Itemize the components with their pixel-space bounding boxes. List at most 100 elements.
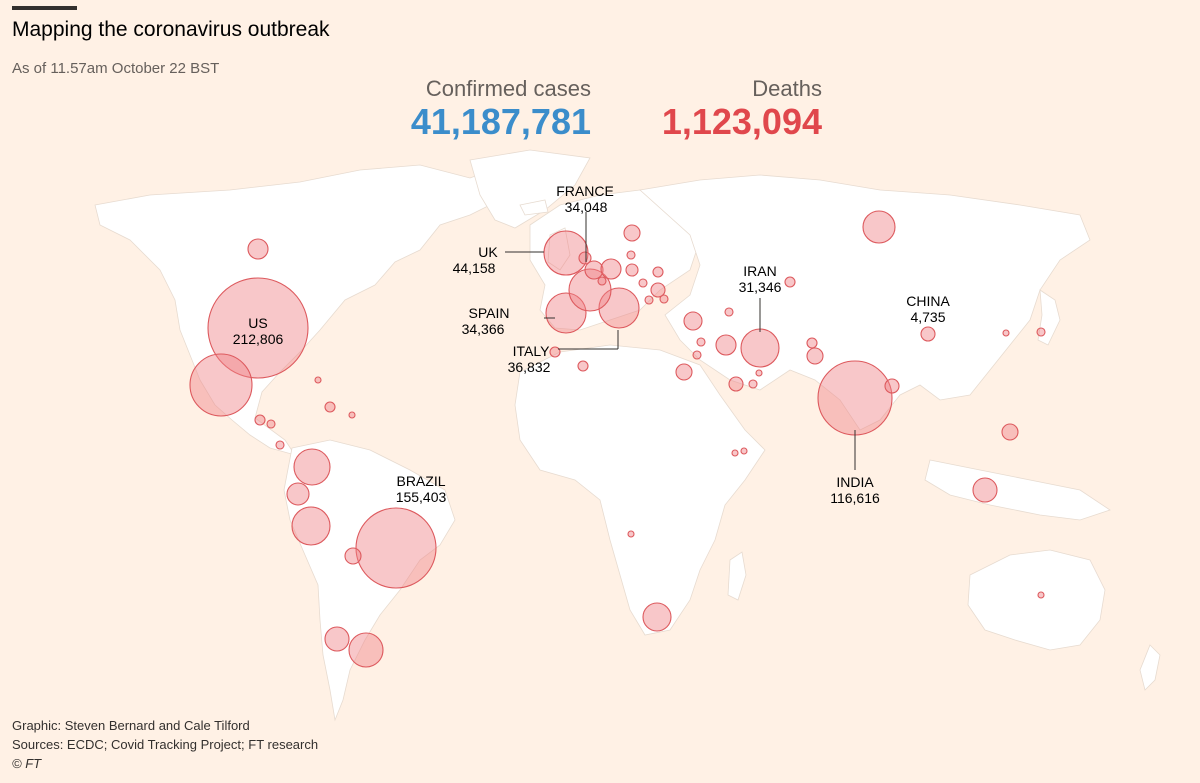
land-new-zealand — [1139, 644, 1161, 691]
bubble-poland — [652, 266, 664, 278]
bubble-argentina — [348, 632, 384, 668]
confirmed-cases-label: Confirmed cases — [425, 76, 591, 101]
bubble-syria — [696, 337, 706, 347]
bubble-iran-neighbor — [692, 350, 702, 360]
land-iceland — [519, 199, 549, 216]
land-australia — [967, 549, 1106, 651]
land-southeast-asia — [924, 459, 1111, 521]
bubble-iran — [740, 328, 780, 368]
land-africa — [514, 344, 766, 636]
bubble-pakistan — [806, 347, 824, 365]
land-masses — [94, 149, 1161, 722]
bubble-romania — [625, 263, 639, 277]
confirmed-cases-value: 41,187,781 — [410, 101, 591, 142]
bubble-chile — [324, 626, 350, 652]
deaths-value: 1,123,094 — [661, 101, 822, 142]
bubble-honduras — [266, 419, 276, 429]
bubble-us — [207, 277, 309, 379]
bubble-kazakhstan — [806, 337, 818, 349]
bubble-ethiopia — [731, 449, 739, 457]
copyright: © FT — [12, 756, 42, 771]
bubble-canada — [247, 238, 269, 260]
label-spain-deaths: 34,366 — [462, 321, 505, 337]
label-italy-deaths: 36,832 — [508, 359, 551, 375]
bubble-russia — [862, 210, 896, 244]
label-brazil-deaths: 155,403 — [396, 489, 447, 505]
label-iran-name: IRAN — [743, 263, 776, 279]
label-us-name: US — [248, 315, 267, 331]
bubble-oman — [755, 369, 763, 377]
label-india-name: INDIA — [836, 474, 874, 490]
bubble-israel — [724, 307, 734, 317]
header-rule — [12, 6, 77, 10]
label-iran-deaths: 31,346 — [739, 279, 782, 295]
confirmed-cases-kpi: Confirmed cases 41,187,781 — [396, 76, 591, 142]
bubble-switzerland — [597, 276, 607, 286]
bubble-bangladesh — [884, 378, 900, 394]
bubble-dominican — [324, 401, 336, 413]
bubble-australia — [1037, 591, 1045, 599]
bubble-india — [817, 360, 893, 436]
graphic-credit: Graphic: Steven Bernard and Cale Tilford — [12, 718, 250, 733]
bubble-iraq — [715, 334, 737, 356]
bubble-austria — [626, 250, 636, 260]
bubble-egypt — [675, 363, 693, 381]
bubble-ecuador — [286, 482, 310, 506]
bubble-south-africa — [642, 602, 672, 632]
label-italy-name: ITALY — [513, 343, 550, 359]
credits: Graphic: Steven Bernard and Cale Tilford… — [12, 716, 318, 773]
bubble-philippines — [1001, 423, 1019, 441]
bubble-afghanistan — [784, 276, 796, 288]
bubble-colombia — [293, 448, 331, 486]
page-title: Mapping the coronavirus outbreak — [12, 18, 330, 41]
bubble-korea — [1002, 329, 1010, 337]
bubble-brazil — [355, 507, 437, 589]
label-france-deaths: 34,048 — [565, 199, 608, 215]
bubble-kenya — [740, 447, 748, 455]
timestamp-subtitle: As of 11.57am October 22 BST — [12, 60, 220, 77]
bubble-belgium — [584, 260, 604, 280]
label-uk-name: UK — [478, 244, 498, 260]
bubble-sweden — [623, 224, 641, 242]
land-asia — [639, 174, 1091, 431]
deaths-label: Deaths — [752, 76, 822, 101]
label-china-name: CHINA — [906, 293, 950, 309]
label-spain-name: SPAIN — [469, 305, 510, 321]
bubble-spain — [545, 292, 587, 334]
bubble-china — [920, 326, 936, 342]
label-france-name: FRANCE — [556, 183, 614, 199]
bubble-czech — [638, 278, 648, 288]
land-south-america — [283, 439, 456, 722]
bubble-cuba — [314, 376, 322, 384]
bubble-indonesia — [972, 477, 998, 503]
bubble-turkey — [683, 311, 703, 331]
land-madagascar — [727, 551, 747, 601]
bubble-yemen — [748, 379, 758, 389]
bubble-mexico — [189, 353, 253, 417]
bubble-morocco — [549, 346, 561, 358]
leader-lines — [505, 212, 856, 470]
bubble-algeria — [577, 360, 589, 372]
bubble-bolivia — [344, 547, 362, 565]
label-china-deaths: 4,735 — [910, 309, 945, 325]
label-brazil-name: BRAZIL — [396, 473, 445, 489]
bubble-ukraine — [650, 282, 666, 298]
sources-credit: Sources: ECDC; Covid Tracking Project; F… — [12, 737, 319, 752]
land-japan — [1037, 289, 1061, 346]
deaths-kpi: Deaths 1,123,094 — [640, 76, 822, 142]
bubble-germany — [600, 258, 622, 280]
bubble-panama — [275, 440, 285, 450]
bubble-peru — [291, 506, 331, 546]
country-labels: US 212,806 BRAZIL 155,403 INDIA 116,616 … — [233, 183, 951, 506]
label-us-deaths: 212,806 — [233, 331, 284, 347]
bubble-france — [568, 268, 612, 312]
land-uk — [547, 227, 571, 271]
bubble-greece — [659, 294, 669, 304]
bubble-hungary — [644, 295, 654, 305]
label-uk-deaths: 44,158 — [453, 260, 496, 276]
bubble-venezuela — [348, 411, 356, 419]
label-india-deaths: 116,616 — [830, 490, 880, 506]
bubble-netherlands — [578, 251, 592, 265]
bubble-guatemala — [254, 414, 266, 426]
